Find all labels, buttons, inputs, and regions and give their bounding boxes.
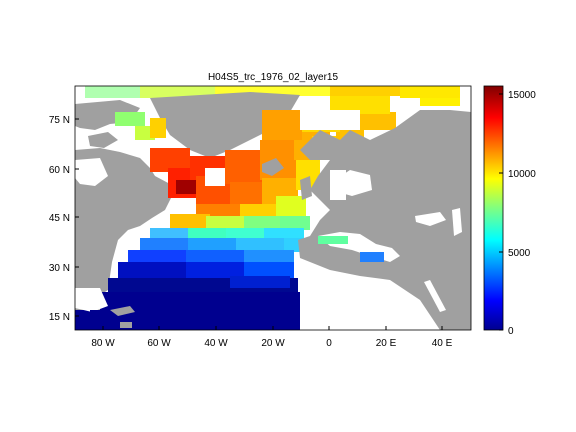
lat-tick-label: 15 N [49, 312, 70, 323]
colorbar-gradient [483, 85, 504, 331]
midlatitude-field [128, 196, 310, 264]
gulf-of-mexico [75, 288, 108, 312]
black-sea [415, 212, 446, 226]
hudson-bay [75, 158, 108, 186]
lat-tick-label: 30 N [49, 263, 70, 274]
red-sea [424, 280, 446, 312]
lat-tick-label: 45 N [49, 213, 70, 224]
lon-tick-label: 0 [326, 338, 332, 349]
lon-tick-label: 20 W [261, 338, 285, 349]
baffin-island-landmass [88, 132, 118, 148]
north-america-landmass [75, 148, 172, 302]
lat-tick-label: 60 N [49, 165, 70, 176]
colorbar-tick-label: 10000 [508, 169, 536, 180]
cuba-landmass [110, 306, 135, 316]
lon-tick-label: 20 E [376, 338, 397, 349]
lon-tick-label: 40 W [204, 338, 228, 349]
latitude-axis: 75 N 60 N 45 N 30 N 15 N [49, 115, 79, 323]
lat-tick-label: 75 N [49, 115, 70, 126]
colorbar-tick-label: 5000 [508, 248, 531, 259]
map-plot-area [75, 86, 471, 330]
figure-title: H04S5_trc_1976_02_layer15 [208, 72, 339, 83]
colorbar-tick-label: 0 [508, 326, 514, 337]
lon-tick-label: 60 W [147, 338, 171, 349]
longitude-axis: 80 W 60 W 40 W 20 W 0 20 E 40 E [91, 326, 453, 349]
lon-tick-label: 40 E [432, 338, 453, 349]
british-isles-landmass [300, 176, 312, 200]
iceland-landmass [262, 158, 284, 176]
caspian-sea [452, 208, 462, 236]
colorbar-tick-label: 15000 [508, 90, 536, 101]
greenland-landmass [150, 92, 300, 158]
colorbar: 0 5000 10000 15000 [483, 85, 536, 337]
europe-africa-landmass [298, 110, 471, 330]
lon-tick-label: 80 W [91, 338, 115, 349]
